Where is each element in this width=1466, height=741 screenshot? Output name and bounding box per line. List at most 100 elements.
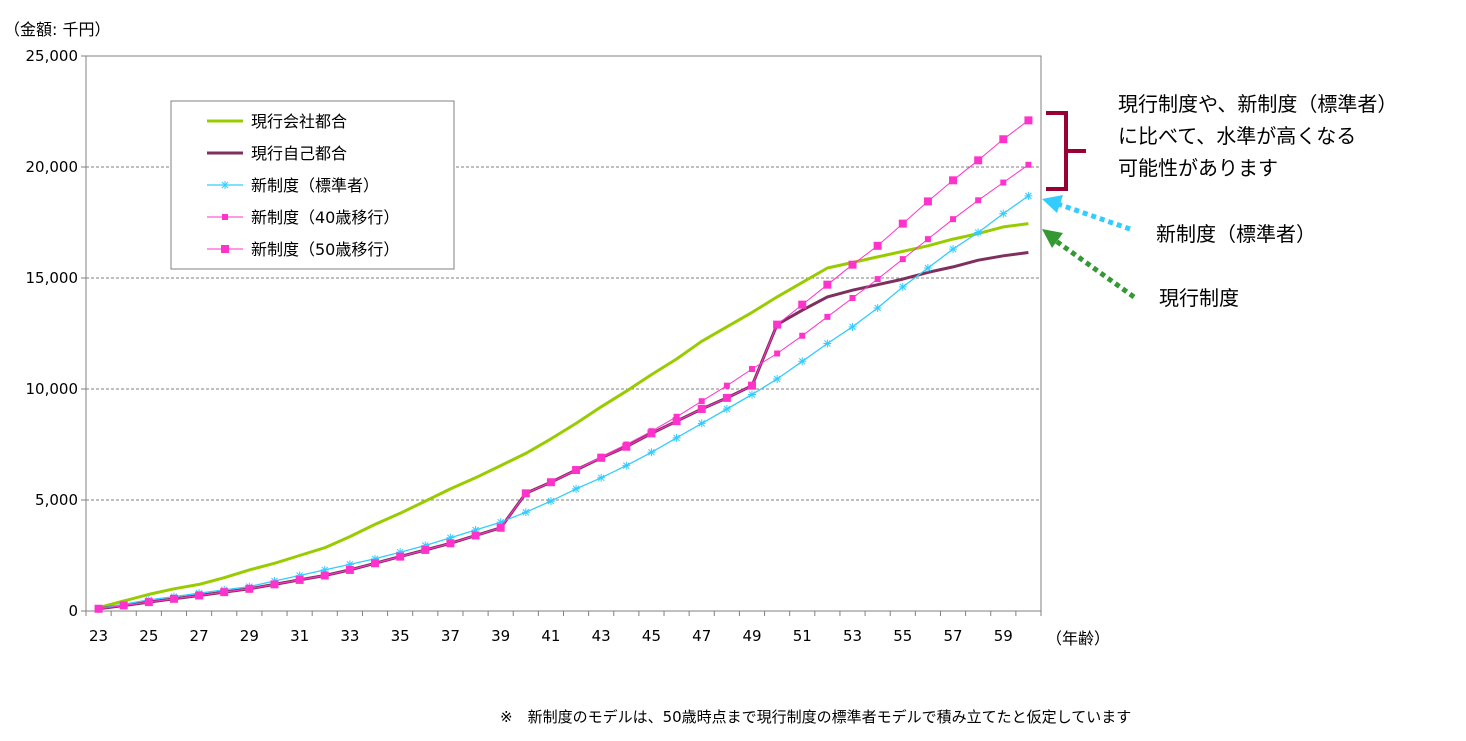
data-point — [446, 539, 455, 548]
data-point — [546, 497, 555, 506]
data-point — [773, 375, 782, 384]
series-line — [98, 222, 1029, 610]
legend-label: 新制度（40歳移行） — [251, 208, 399, 227]
data-point — [396, 552, 405, 561]
data-point — [521, 508, 530, 517]
x-tick-label: 57 — [943, 627, 962, 645]
legend-label: 新制度（標準者） — [251, 176, 379, 195]
data-point — [647, 429, 656, 438]
data-point — [698, 398, 705, 405]
x-tick-label: 39 — [491, 627, 510, 645]
legend-item: 新制度（40歳移行） — [207, 208, 399, 227]
data-point — [144, 598, 153, 607]
data-point — [597, 453, 606, 462]
data-point — [975, 197, 982, 204]
y-tick-label: 10,000 — [26, 380, 79, 398]
data-point — [672, 417, 681, 426]
x-tick-label: 27 — [190, 627, 209, 645]
data-point — [1024, 191, 1033, 200]
data-point — [974, 228, 983, 237]
data-point — [597, 473, 606, 482]
data-point — [848, 260, 857, 269]
data-point — [799, 332, 806, 339]
data-point — [421, 541, 430, 550]
x-tick-label: 41 — [541, 627, 560, 645]
x-tick-label: 33 — [340, 627, 359, 645]
data-point — [999, 209, 1008, 218]
x-unit-label: （年齢） — [1046, 629, 1111, 648]
data-point — [723, 382, 730, 389]
data-point — [622, 461, 631, 470]
footnote: ※ 新制度のモデルは、50歳時点まで現行制度の標準者モデルで積み立てたと仮定して… — [500, 708, 1132, 726]
data-point — [748, 366, 755, 373]
data-point — [119, 601, 128, 610]
data-point — [697, 404, 706, 413]
data-point — [672, 433, 681, 442]
legend-item: 現行自己都合 — [207, 144, 347, 163]
y-tick-label: 20,000 — [26, 158, 79, 176]
arrow-new-head — [1042, 195, 1063, 213]
data-point — [798, 300, 807, 309]
y-tick-label: 25,000 — [26, 47, 79, 65]
data-point — [446, 533, 455, 542]
data-point — [898, 282, 907, 291]
data-point — [824, 313, 831, 320]
arrow-current-label: 現行制度 — [1159, 286, 1239, 310]
x-tick-label: 29 — [240, 627, 259, 645]
data-point — [222, 214, 228, 220]
x-tick-label: 35 — [391, 627, 410, 645]
x-tick-label: 47 — [692, 627, 711, 645]
data-point — [849, 294, 856, 301]
data-point — [747, 390, 756, 399]
arrow-new-line — [1057, 201, 1131, 232]
data-point — [572, 484, 581, 493]
data-point — [320, 571, 329, 580]
data-point — [722, 393, 731, 402]
y-tick-label: 0 — [68, 602, 78, 620]
arrow-current-line — [1054, 238, 1136, 300]
data-point — [923, 264, 932, 273]
data-point — [496, 523, 505, 532]
data-point — [546, 478, 555, 487]
x-tick-label: 51 — [793, 627, 812, 645]
data-point — [773, 320, 782, 329]
annotations — [1042, 111, 1136, 300]
data-point — [949, 245, 958, 254]
data-point — [950, 216, 957, 223]
data-point — [722, 404, 731, 413]
legend-label: 新制度（50歳移行） — [251, 240, 399, 259]
data-point — [924, 236, 931, 243]
x-tick-label: 53 — [843, 627, 862, 645]
x-tick-label: 25 — [139, 627, 158, 645]
bracket — [1046, 111, 1086, 191]
x-tick-label: 45 — [642, 627, 661, 645]
bracket-note: 現行制度や、新制度（標準者） に比べて、水準が高くなる 可能性があります — [1118, 88, 1397, 184]
legend-item: 新制度（標準者） — [207, 176, 379, 195]
data-point — [295, 575, 304, 584]
bracket-note-line: 可能性があります — [1118, 156, 1278, 180]
data-point — [471, 525, 480, 534]
data-point — [1025, 161, 1032, 168]
data-point — [899, 256, 906, 263]
data-point — [898, 219, 907, 228]
data-point — [873, 303, 882, 312]
data-point — [371, 559, 380, 568]
data-point — [622, 442, 631, 451]
data-point — [974, 156, 983, 165]
data-point — [1000, 179, 1007, 186]
series-line — [98, 120, 1029, 610]
data-point — [270, 580, 279, 589]
data-point — [572, 466, 581, 475]
series-line — [98, 195, 1029, 610]
data-point — [94, 604, 103, 613]
data-point — [345, 560, 354, 569]
data-point — [673, 413, 680, 420]
x-tick-label: 49 — [742, 627, 761, 645]
data-point — [220, 588, 229, 597]
series — [94, 116, 1033, 613]
legend-label: 現行会社都合 — [251, 112, 347, 131]
legend-item: 現行会社都合 — [207, 112, 347, 131]
data-point — [221, 181, 229, 189]
data-point — [421, 545, 430, 554]
